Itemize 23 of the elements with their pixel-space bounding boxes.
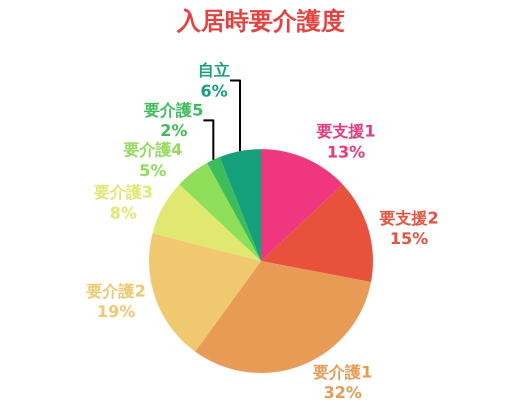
data-label: 2% <box>160 121 188 140</box>
data-label: 15% <box>390 229 428 248</box>
data-label: 32% <box>324 383 362 402</box>
pie-slice <box>152 184 261 262</box>
data-label: 8% <box>110 203 137 222</box>
chart-title: 入居時要介護度 <box>176 7 345 36</box>
slice-label: 要介護4 <box>122 140 182 160</box>
slice-label: 要介護1 <box>312 362 372 382</box>
slice-label: 要支援1 <box>315 122 376 141</box>
data-label: 5% <box>139 161 166 180</box>
slice-label: 要介護5 <box>143 100 204 120</box>
pie-slice <box>261 184 373 282</box>
slice-label: 要介護3 <box>92 182 153 202</box>
pie-slice <box>207 156 261 262</box>
data-label: 19% <box>96 302 136 322</box>
pie-slice <box>220 149 261 262</box>
slice-label: 自立 <box>198 60 230 80</box>
slice-label: 要介護2 <box>86 281 146 300</box>
pie-slice <box>149 233 261 352</box>
data-label: 13% <box>326 142 366 162</box>
pie-slice <box>179 162 261 262</box>
slice-label: 要支援2 <box>378 208 439 228</box>
data-label: 6% <box>200 81 228 100</box>
